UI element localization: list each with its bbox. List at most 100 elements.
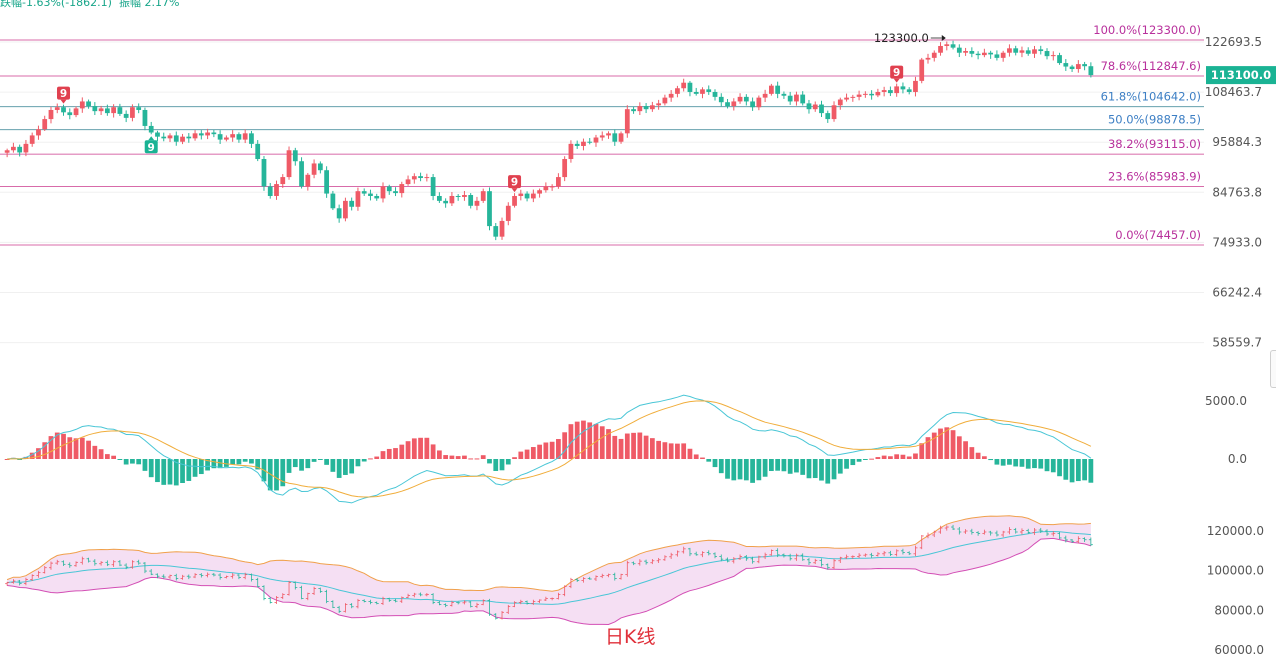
macd-bar-145 bbox=[913, 453, 918, 459]
candle-4 bbox=[29, 132, 35, 147]
candle-body bbox=[205, 132, 210, 136]
candle-122 bbox=[769, 83, 774, 96]
candle-body bbox=[29, 135, 35, 144]
macd-bar-151 bbox=[950, 430, 956, 459]
candle-body bbox=[981, 52, 987, 56]
macd-bar-23 bbox=[148, 459, 154, 478]
td-marker-label: 9 bbox=[60, 88, 67, 100]
macd-bar-154 bbox=[969, 447, 975, 459]
boll-ohlc-95 bbox=[600, 573, 605, 579]
fib-label-0: 100.0%(123300.0) bbox=[1093, 23, 1201, 37]
macd-bar-106 bbox=[668, 443, 674, 459]
boll-ohlc-112 bbox=[706, 550, 711, 556]
macd-bar-26 bbox=[167, 459, 173, 485]
candle-body bbox=[1007, 48, 1012, 53]
candle-body bbox=[436, 195, 442, 201]
candle-125 bbox=[787, 91, 793, 105]
macd-bar-97 bbox=[612, 435, 618, 459]
candle-body bbox=[593, 137, 599, 143]
macd-bar-52 bbox=[330, 459, 336, 472]
macd-bar-10 bbox=[67, 437, 73, 459]
boll-ohlc-15 bbox=[99, 561, 104, 566]
boll-ohlc-19 bbox=[124, 563, 129, 570]
candle-133 bbox=[837, 97, 843, 110]
candle-body bbox=[23, 143, 29, 153]
boll-ohlc-74 bbox=[468, 601, 473, 608]
boll-ohlc-136 bbox=[857, 553, 862, 559]
boll-axis-tick-0: 120000.0 bbox=[1207, 524, 1264, 538]
scroll-handle[interactable] bbox=[1270, 350, 1276, 388]
candle-body bbox=[775, 85, 781, 94]
candle-15 bbox=[98, 105, 104, 116]
macd-bar-24 bbox=[155, 459, 160, 483]
candle-body bbox=[806, 103, 812, 110]
candle-99 bbox=[624, 105, 630, 138]
candle-body bbox=[1057, 55, 1062, 64]
candle-body bbox=[361, 191, 367, 194]
boll-ohlc-38 bbox=[243, 572, 248, 580]
candle-46 bbox=[292, 147, 298, 166]
candle-120 bbox=[756, 95, 762, 111]
boll-ohlc-10 bbox=[67, 562, 72, 568]
macd-bar-79 bbox=[499, 459, 505, 471]
macd-bar-138 bbox=[869, 458, 874, 460]
candle-168 bbox=[1057, 52, 1062, 65]
macd-bar-153 bbox=[963, 441, 968, 459]
macd-bar-111 bbox=[700, 457, 705, 459]
candle-171 bbox=[1075, 60, 1081, 73]
candle-70 bbox=[443, 198, 449, 208]
boll-ohlc-55 bbox=[349, 603, 354, 609]
candle-76 bbox=[480, 188, 486, 203]
macd-bar-77 bbox=[487, 459, 492, 464]
macd-bar-139 bbox=[875, 457, 881, 459]
macd-bar-171 bbox=[1075, 459, 1081, 482]
candle-51 bbox=[324, 166, 329, 198]
candle-body bbox=[994, 54, 1000, 58]
boll-ohlc-14 bbox=[92, 559, 97, 566]
macd-dif-line bbox=[7, 394, 1092, 504]
candle-136 bbox=[856, 90, 862, 101]
macd-bar-55 bbox=[349, 459, 355, 474]
candle-body bbox=[224, 137, 229, 140]
macd-bar-91 bbox=[574, 421, 580, 459]
boll-ohlc-70 bbox=[443, 603, 448, 608]
candle-137 bbox=[862, 91, 868, 98]
candle-body bbox=[474, 200, 480, 206]
macd-bar-118 bbox=[743, 459, 749, 481]
candle-body bbox=[286, 150, 292, 178]
macd-axis-tick-0: 5000.0 bbox=[1205, 394, 1247, 408]
candle-body bbox=[612, 133, 618, 142]
candle-34 bbox=[217, 130, 223, 144]
macd-bar-38 bbox=[242, 459, 248, 462]
candle-78 bbox=[493, 223, 499, 241]
candle-body bbox=[249, 133, 254, 144]
candle-157 bbox=[988, 50, 994, 59]
candle-24 bbox=[155, 130, 160, 142]
candle-body bbox=[399, 184, 405, 194]
boll-ohlc-23 bbox=[149, 569, 154, 576]
macd-bar-11 bbox=[73, 438, 79, 459]
boll-ohlc-11 bbox=[74, 561, 79, 567]
macd-bar-63 bbox=[399, 444, 405, 459]
bollinger-indicator bbox=[5, 515, 1093, 626]
boll-mid-line bbox=[7, 530, 1091, 605]
macd-bar-84 bbox=[530, 447, 536, 459]
boll-ohlc-79 bbox=[500, 611, 505, 620]
candle-22 bbox=[142, 107, 148, 131]
boll-ohlc-43 bbox=[274, 595, 279, 604]
candle-body bbox=[487, 191, 492, 227]
candle-152 bbox=[956, 44, 962, 58]
boll-ohlc-72 bbox=[456, 601, 461, 605]
candle-73 bbox=[462, 190, 467, 201]
boll-ohlc-107 bbox=[675, 550, 680, 557]
candle-9 bbox=[61, 104, 66, 116]
candle-body bbox=[280, 177, 286, 185]
candle-67 bbox=[424, 173, 430, 182]
boll-ohlc-60 bbox=[380, 596, 385, 606]
candle-65 bbox=[411, 173, 417, 184]
candle-39 bbox=[249, 130, 254, 149]
boll-ohlc-85 bbox=[537, 599, 542, 604]
candle-108 bbox=[681, 78, 687, 92]
boll-ohlc-105 bbox=[662, 555, 667, 561]
